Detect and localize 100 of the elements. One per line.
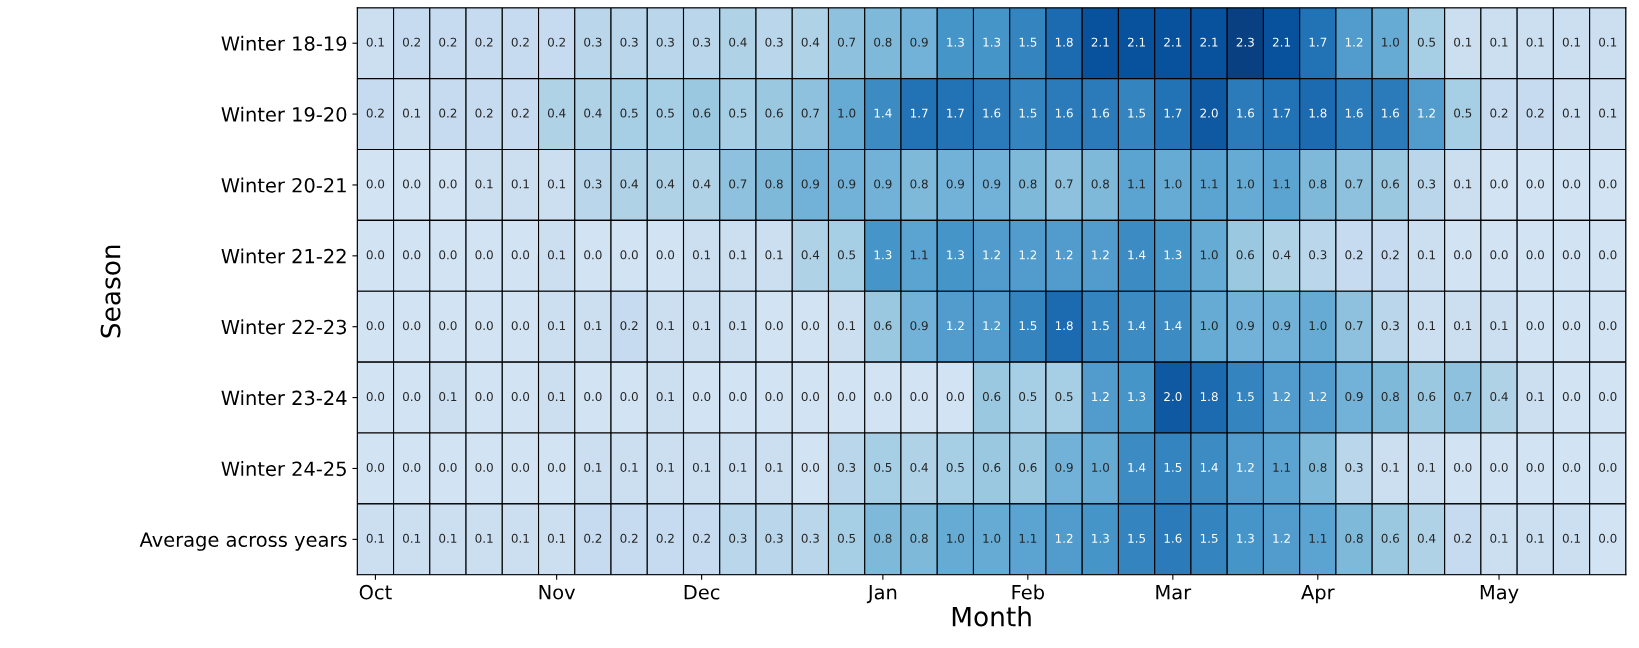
- data-label: 0.3: [584, 37, 602, 47]
- data-label: 0.3: [837, 462, 856, 472]
- data-label: 0.9: [874, 179, 892, 189]
- data-label: 0.1: [584, 462, 602, 472]
- data-label: 0.1: [402, 108, 421, 118]
- data-label: 0.0: [511, 250, 530, 260]
- data-label: 1.5: [1019, 321, 1037, 331]
- data-label: 0.2: [439, 37, 457, 47]
- data-label: 1.2: [1237, 462, 1254, 472]
- data-label: 0.1: [837, 321, 856, 331]
- data-label: 1.0: [983, 533, 1001, 543]
- y-tick-label: Winter 24-25: [221, 461, 346, 477]
- data-label: 0.7: [837, 37, 856, 47]
- data-label: 0.6: [1381, 533, 1400, 543]
- data-label: 0.1: [1526, 392, 1544, 402]
- x-tick-label: May: [1480, 585, 1519, 604]
- data-label: 0.1: [1454, 179, 1472, 189]
- data-label: 1.2: [1273, 533, 1290, 543]
- data-label: 0.9: [801, 179, 820, 189]
- data-label: 0.7: [1345, 321, 1363, 331]
- data-label: 0.0: [547, 462, 566, 472]
- data-label: 0.8: [874, 533, 892, 543]
- data-label: 0.1: [1490, 321, 1508, 331]
- data-label: 0.4: [547, 108, 566, 118]
- data-label: 0.1: [1526, 533, 1544, 543]
- data-label: 1.6: [1092, 108, 1110, 118]
- data-label: 0.1: [765, 462, 783, 472]
- data-label: 0.0: [439, 321, 457, 331]
- data-label: 0.3: [1381, 321, 1399, 331]
- data-label: 0.0: [511, 321, 530, 331]
- y-tick-label: Winter 22-23: [221, 319, 347, 335]
- data-label: 0.9: [982, 179, 1001, 189]
- data-label: 0.0: [1454, 462, 1472, 472]
- data-label: 1.0: [1382, 37, 1399, 47]
- data-label: 1.2: [1418, 108, 1435, 118]
- data-label: 0.0: [402, 179, 421, 189]
- data-label: 0.2: [620, 533, 638, 543]
- data-label: 0.0: [366, 250, 385, 260]
- data-label: 1.1: [1273, 179, 1290, 189]
- data-label: 2.1: [1164, 37, 1182, 47]
- y-tick-label: Average across years: [139, 532, 347, 551]
- data-label: 0.6: [982, 462, 1001, 472]
- data-label: 0.1: [584, 321, 602, 331]
- data-label: 0.1: [511, 533, 529, 543]
- data-label: 0.0: [1599, 392, 1617, 402]
- data-label: 0.2: [620, 321, 638, 331]
- data-label: 1.2: [947, 321, 964, 331]
- data-label: 0.7: [1454, 392, 1472, 402]
- data-label: 0.1: [1562, 108, 1580, 118]
- data-label: 0.1: [765, 250, 783, 260]
- data-label: 0.4: [620, 179, 638, 189]
- data-label: 1.2: [1345, 37, 1363, 47]
- data-label: 0.0: [620, 392, 638, 402]
- data-label: 0.4: [1490, 392, 1508, 402]
- data-label: 0.0: [402, 462, 421, 472]
- data-label: 0.3: [765, 37, 783, 47]
- data-label: 0.2: [584, 533, 602, 543]
- data-label: 0.2: [656, 533, 674, 543]
- data-label: 0.0: [801, 462, 820, 472]
- data-label: 1.8: [1200, 392, 1218, 402]
- data-label: 1.3: [1164, 250, 1182, 260]
- data-label: 0.1: [1381, 462, 1399, 472]
- data-label: 2.1: [1091, 37, 1109, 47]
- x-tick-label: Dec: [684, 585, 720, 600]
- data-label: 0.6: [1417, 392, 1436, 402]
- data-label: 0.0: [475, 392, 493, 402]
- data-label: 2.3: [1236, 37, 1254, 47]
- data-label: 1.6: [1164, 533, 1182, 543]
- data-label: 1.4: [1200, 463, 1218, 472]
- data-label: 0.5: [1417, 37, 1435, 47]
- data-label: 0.5: [656, 108, 674, 118]
- data-label: 0.3: [765, 533, 783, 543]
- data-label: 0.0: [1562, 179, 1581, 189]
- data-label: 0.2: [511, 108, 529, 118]
- data-label: 0.0: [475, 250, 493, 260]
- data-label: 0.5: [620, 108, 638, 118]
- data-label: 0.0: [765, 321, 783, 331]
- data-label: 0.0: [1490, 462, 1508, 472]
- data-label: 1.4: [1128, 250, 1146, 260]
- data-label: 0.4: [656, 179, 675, 189]
- data-label: 0.1: [1562, 533, 1580, 543]
- data-label: 0.1: [1454, 321, 1472, 331]
- data-label: 1.5: [1128, 533, 1146, 543]
- data-label: 0.1: [366, 533, 384, 543]
- data-label: 1.6: [1055, 108, 1073, 118]
- data-label: 0.1: [547, 392, 566, 402]
- data-label: 1.1: [1273, 463, 1290, 472]
- data-label: 0.9: [1345, 392, 1363, 402]
- data-label: 0.6: [765, 108, 783, 118]
- data-label: 0.1: [1490, 37, 1508, 47]
- y-axis-title: Season: [100, 245, 121, 338]
- x-tick-label: Nov: [539, 585, 576, 600]
- data-label: 0.6: [982, 392, 1001, 402]
- data-label: 0.0: [475, 321, 493, 331]
- data-label: 0.3: [801, 533, 819, 543]
- data-label: 0.1: [511, 179, 529, 189]
- data-label: 1.0: [1164, 179, 1182, 189]
- data-label: 0.0: [1599, 462, 1617, 472]
- data-label: 1.3: [1128, 392, 1146, 402]
- data-label: 1.8: [1055, 321, 1073, 331]
